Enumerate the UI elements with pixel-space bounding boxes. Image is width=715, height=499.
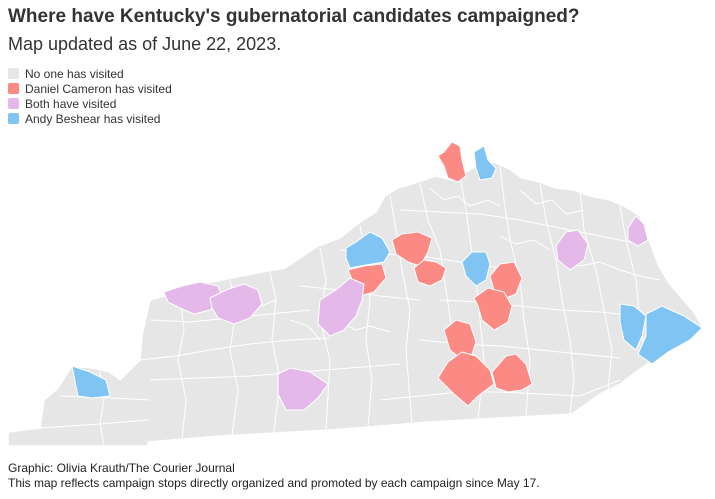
county-both-2: [209, 283, 263, 325]
legend-swatch-cameron: [8, 83, 19, 94]
county-beshear-1: [473, 145, 497, 181]
legend-label-beshear: Andy Beshear has visited: [25, 111, 161, 126]
legend-swatch-beshear: [8, 113, 19, 124]
county-both-3: [317, 277, 365, 337]
legend-item-both: Both have visited: [8, 96, 172, 111]
county-cameron-6: [473, 287, 513, 331]
legend-swatch-both: [8, 98, 19, 109]
county-cameron-4: [413, 259, 447, 287]
county-beshear-5: [619, 303, 647, 351]
county-cameron-1: [437, 141, 467, 183]
county-both-4: [277, 367, 329, 411]
county-cameron-9: [491, 353, 533, 393]
legend-item-none: No one has visited: [8, 66, 172, 81]
county-cameron-8: [437, 351, 495, 407]
legend-item-cameron: Daniel Cameron has visited: [8, 81, 172, 96]
county-beshear-4: [71, 365, 111, 399]
county-cameron-7: [443, 319, 477, 359]
legend-label-both: Both have visited: [25, 96, 117, 111]
chart-subtitle: Map updated as of June 22, 2023.: [8, 34, 282, 54]
legend-label-none: No one has visited: [25, 66, 124, 81]
kentucky-county-map: [7, 141, 704, 447]
legend: No one has visited Daniel Cameron has vi…: [8, 66, 172, 126]
legend-label-cameron: Daniel Cameron has visited: [25, 81, 172, 96]
footer: Graphic: Olivia Krauth/The Courier Journ…: [8, 461, 540, 491]
legend-item-beshear: Andy Beshear has visited: [8, 111, 172, 126]
chart-title: Where have Kentucky's gubernatorial cand…: [8, 6, 580, 27]
county-both-5: [555, 229, 589, 271]
visited-counties: [71, 141, 703, 411]
county-beshear-6: [637, 305, 703, 365]
county-both-6: [627, 215, 649, 247]
county-cameron-2: [391, 231, 433, 267]
county-beshear-2: [345, 231, 391, 269]
county-beshear-3: [461, 251, 491, 287]
methodology-note: This map reflects campaign stops directl…: [8, 476, 540, 490]
credit-line: Graphic: Olivia Krauth/The Courier Journ…: [8, 461, 235, 475]
legend-swatch-none: [8, 68, 19, 79]
